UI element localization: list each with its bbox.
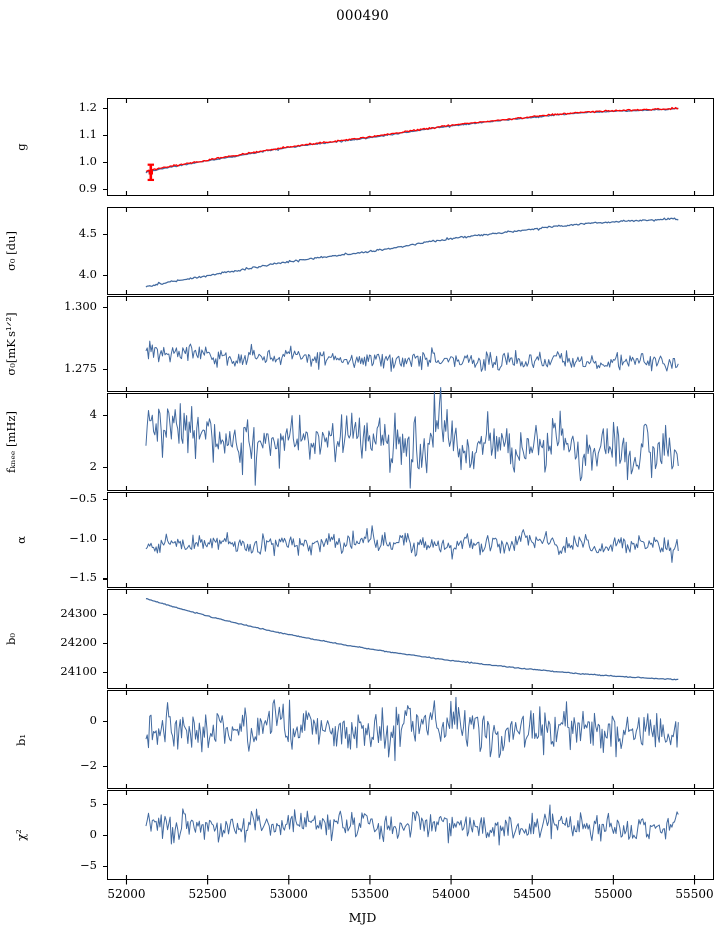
ytick-mark xyxy=(102,234,107,236)
xtick-label-3: 53500 xyxy=(350,887,390,901)
ylabel-b1: b₁ xyxy=(14,733,28,746)
series-g-data xyxy=(145,107,679,174)
ylabel-chi2: χ² xyxy=(14,829,28,841)
xtick-label-4: 54000 xyxy=(431,887,471,901)
series-chi2-chi2 xyxy=(145,804,679,846)
series-g-model xyxy=(145,106,679,172)
ytick-b0-2: 24300 xyxy=(60,605,97,620)
panel-plot-alpha xyxy=(125,492,696,588)
ytick-mark xyxy=(102,866,107,868)
ytick-sigma0_du-1: 4.5 xyxy=(78,226,97,241)
ylabel-b0: b₀ xyxy=(4,633,18,645)
x-axis-label: MJD xyxy=(348,910,377,925)
ytick-g-1: 1.0 xyxy=(78,153,97,168)
series-sigma0_mK-sigma0_mK xyxy=(145,340,679,372)
ytick-mark xyxy=(102,189,107,191)
xtick-label-0: 52000 xyxy=(107,887,146,901)
ytick-mark xyxy=(102,414,107,416)
panel-plot-f_knee xyxy=(125,387,696,491)
series-alpha-alpha xyxy=(145,525,679,563)
panel-plot-b0 xyxy=(125,589,696,689)
panel-b0 xyxy=(107,589,714,689)
panel-sigma0_mK xyxy=(107,296,714,392)
ytick-mark xyxy=(102,613,107,615)
series-b0-b0 xyxy=(145,597,679,681)
panel-alpha xyxy=(107,492,714,588)
panel-plot-b1 xyxy=(125,690,696,789)
ytick-alpha-0: −0.5 xyxy=(69,491,97,506)
ytick-g-0: 0.9 xyxy=(78,181,97,196)
figure-title: 000490 xyxy=(336,8,389,24)
ytick-mark xyxy=(102,107,107,109)
ylabel-sigma0_mK: σ₀[mK s¹ᐟ²] xyxy=(4,312,18,376)
ylabel-g: g xyxy=(14,143,28,151)
ytick-mark xyxy=(102,134,107,136)
xtick-label-7: 55500 xyxy=(675,887,714,901)
ytick-alpha-2: −1.5 xyxy=(69,570,97,585)
series-f_knee-f_knee xyxy=(145,387,679,489)
panel-plot-sigma0_du xyxy=(125,207,696,295)
errorbar-g xyxy=(147,163,155,182)
ytick-sigma0_mK-1: 1.300 xyxy=(64,299,97,314)
ytick-g-2: 1.1 xyxy=(78,126,97,141)
series-b1-b1 xyxy=(145,696,679,762)
ylabel-f_knee: fₖₙₑₑ [mHz] xyxy=(4,411,18,473)
ylabel-sigma0_du: σ₀ [du] xyxy=(4,231,18,271)
ytick-alpha-1: −1.0 xyxy=(69,530,97,545)
xtick-label-2: 53000 xyxy=(269,887,308,901)
ytick-sigma0_mK-0: 1.275 xyxy=(64,360,97,375)
ytick-chi2-0: 5 xyxy=(89,795,97,810)
ytick-mark xyxy=(102,803,107,805)
panel-chi2 xyxy=(107,790,714,880)
ytick-chi2-1: 0 xyxy=(89,827,97,841)
ytick-b0-1: 24200 xyxy=(60,634,97,649)
ytick-b1-0: 0 xyxy=(89,712,97,727)
ylabel-alpha: α xyxy=(14,536,28,544)
xtick-label-5: 54500 xyxy=(513,887,552,901)
panel-plot-g xyxy=(125,98,696,196)
ytick-mark xyxy=(102,307,107,309)
panel-plot-sigma0_mK xyxy=(125,296,696,392)
series-sigma0_du-sigma0 xyxy=(145,217,679,288)
ytick-mark xyxy=(102,578,107,580)
ytick-mark xyxy=(102,835,107,837)
ytick-f_knee-1: 4 xyxy=(89,406,97,421)
ytick-mark xyxy=(102,538,107,540)
ytick-mark xyxy=(102,671,107,673)
ytick-mark xyxy=(102,161,107,164)
ytick-mark xyxy=(102,720,107,722)
ytick-sigma0_du-0: 4.0 xyxy=(78,267,97,282)
ytick-mark xyxy=(102,766,107,768)
panel-plot-chi2 xyxy=(125,790,696,885)
ytick-mark xyxy=(102,466,107,468)
panel-g xyxy=(107,98,714,196)
ytick-mark xyxy=(102,368,107,370)
ytick-g-3: 1.2 xyxy=(78,99,97,114)
ytick-mark xyxy=(102,275,107,277)
ytick-b1-1: −2 xyxy=(80,758,97,773)
xtick-label-1: 52500 xyxy=(188,887,227,901)
ytick-b0-0: 24100 xyxy=(60,663,97,678)
xtick-label-6: 55000 xyxy=(594,887,633,901)
ytick-f_knee-0: 2 xyxy=(89,458,97,473)
ytick-mark xyxy=(102,642,107,644)
ytick-mark xyxy=(102,499,107,501)
ytick-chi2-2: −5 xyxy=(80,858,97,873)
